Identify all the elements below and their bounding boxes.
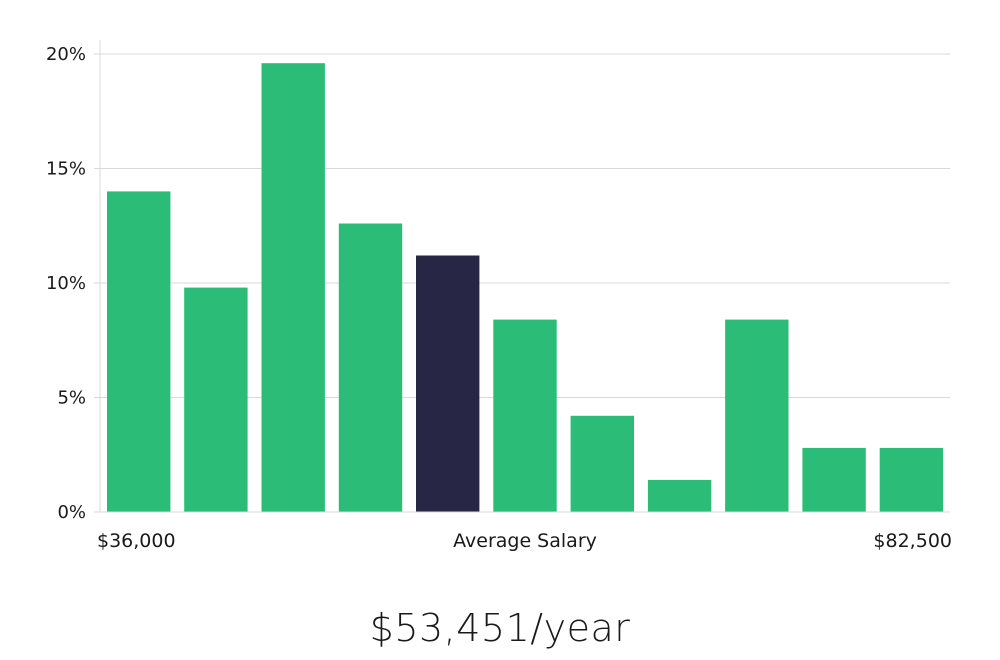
bar-average-salary [416,255,480,512]
y-tick-label: 15% [46,159,86,180]
axes: 0% 5% 10% 15% 20% [46,40,950,523]
bar [184,287,248,512]
bars [107,63,944,512]
bar [570,415,634,512]
y-tick-label: 10% [46,273,86,294]
x-axis-title: Average Salary [453,530,597,552]
x-axis-min-label: $36,000 [97,530,176,552]
bar [725,319,789,512]
y-tick-label: 20% [46,44,86,65]
x-axis-max-label: $82,500 [873,530,952,552]
y-tick-label: 0% [57,502,86,523]
bar [338,223,403,512]
bar [802,447,866,512]
bar [493,319,557,512]
bar [261,63,325,512]
bar [879,447,944,512]
bar [647,479,712,512]
average-salary-value: $53,451/year [369,606,631,650]
y-tick-label: 5% [57,388,86,409]
bar [107,191,171,512]
salary-histogram: 0% 5% 10% 15% 20% $36,000 Average Salary $82… [46,40,952,552]
